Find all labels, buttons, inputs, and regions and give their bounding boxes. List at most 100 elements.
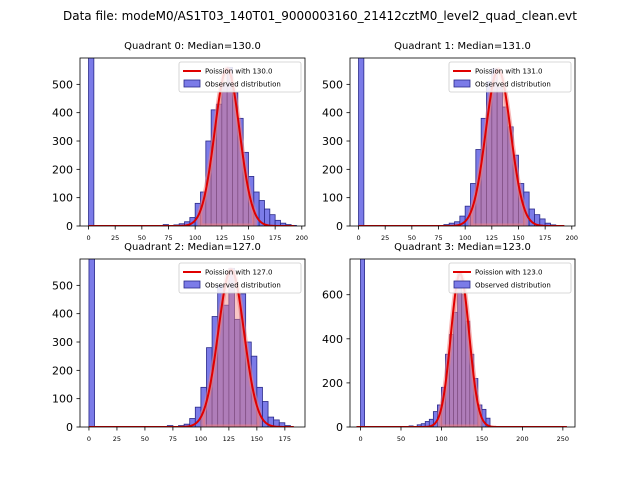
quadrant-0-y-tick-label: 500	[52, 78, 73, 91]
quadrant-3-title: Quadrant 3: Median=123.0	[394, 242, 531, 253]
quadrant-1-poisson-band	[468, 66, 529, 226]
quadrant-1-x-tick-label: 200	[566, 234, 578, 242]
quadrant-3-y-tick-label: 600	[322, 289, 343, 302]
figure-suptitle: Data file: modeM0/AS1T03_140T01_90000031…	[63, 9, 577, 23]
legend-bar-swatch	[453, 79, 471, 88]
quadrant-3-y-tick-label: 200	[322, 377, 343, 390]
quadrant-0-legend: Poission with 130.0 Observed distribution	[178, 61, 302, 93]
quadrant-0-x-tick-label: 100	[189, 234, 201, 242]
quadrant-3-axes-frame	[349, 258, 576, 428]
quadrant-1-x-tick-label: 0	[356, 234, 360, 242]
legend-observed-label: Observed distribution	[205, 81, 281, 89]
quadrant-3-x-tick-label: 0	[358, 435, 362, 443]
quadrant-2-axes-frame	[79, 258, 306, 428]
quadrant-1-x-tick-label: 50	[408, 234, 416, 242]
quadrant-2-x-tick-label: 150	[251, 435, 263, 443]
quadrant-3-legend: Poission with 123.0 Observed distribution	[448, 262, 572, 294]
quadrant-1-x-tick-label: 100	[459, 234, 471, 242]
quadrant-2-x-tick-label: 100	[195, 435, 207, 443]
legend-poisson-label: Poission with 127.0	[205, 269, 273, 277]
legend-observed-label: Observed distribution	[475, 282, 551, 290]
quadrant-0-y-tick-label: 400	[52, 107, 73, 120]
quadrant-2-x-tick-label: 175	[279, 435, 291, 443]
quadrant-1-x-tick-label: 150	[512, 234, 524, 242]
quadrant-0-x-tick-label: 75	[164, 234, 172, 242]
quadrant-2-legend: Poission with 127.0 Observed distribution	[178, 262, 302, 294]
quadrant-2-y-tick-label: 400	[52, 308, 73, 321]
quadrant-2-x-tick-label: 125	[223, 435, 235, 443]
legend-poisson-label: Poission with 123.0	[475, 269, 543, 277]
quadrant-1-y-tick-label: 500	[322, 78, 343, 91]
quadrant-1-title: Quadrant 1: Median=131.0	[394, 41, 531, 52]
quadrant-1-x-tick-label: 25	[381, 234, 389, 242]
quadrant-1-x-tick-label: 175	[539, 234, 551, 242]
quadrant-0-bar	[264, 208, 271, 226]
quadrant-2-x-tick-label: 75	[169, 435, 177, 443]
quadrant-0-bar	[269, 214, 276, 226]
quadrant-2-poisson-line	[88, 268, 294, 427]
quadrant-1-panel: Quadrant 1: Median=131.0 0 25 50 75 100 125 150…	[322, 41, 578, 242]
quadrant-2-x-tick-label: 25	[113, 435, 121, 443]
legend-poisson-label: Poission with 130.0	[205, 68, 273, 76]
legend-box	[448, 262, 572, 294]
quadrant-0-panel: Quadrant 0: Median=130.0 0 25 50 75 100 125 150…	[52, 41, 308, 242]
quadrant-0-y-tick-label: 200	[52, 163, 73, 176]
quadrant-3-plot-area	[356, 259, 567, 427]
quadrant-2-panel: Quadrant 2: Median=127.0 0 25 50 75 100 125 150…	[52, 242, 306, 443]
quadrant-3-y-tick-label: 0	[336, 421, 343, 434]
quadrant-2-plot-area	[88, 259, 294, 427]
quadrant-0-x-tick-label: 150	[242, 234, 254, 242]
quadrant-3-x-tick-label: 250	[557, 435, 569, 443]
quadrant-0-x-tick-label: 50	[138, 234, 146, 242]
quadrant-2-bar	[262, 401, 269, 427]
legend-bar-swatch	[183, 280, 201, 289]
quadrant-1-poisson-line	[358, 68, 565, 226]
quadrant-1-y-tick-label: 300	[322, 135, 343, 148]
quadrant-2-y-tick-label: 500	[52, 279, 73, 292]
quadrant-2-y-tick-label: 0	[66, 421, 73, 434]
quadrant-3-x-tick-label: 50	[397, 435, 405, 443]
quadrant-3-x-tick-label: 100	[435, 435, 447, 443]
quadrant-0-bar	[88, 58, 95, 226]
quadrant-2-x-tick-label: 0	[87, 435, 91, 443]
quadrant-1-bar	[539, 218, 546, 226]
quadrant-0-x-tick-label: 200	[296, 234, 308, 242]
quadrant-3-bar	[360, 259, 365, 427]
quadrant-0-x-tick-label: 175	[269, 234, 281, 242]
legend-bar-swatch	[183, 79, 201, 88]
quadrant-2-bar	[278, 422, 286, 427]
quadrant-2-y-tick-label: 300	[52, 336, 73, 349]
quadrant-3-x-tick-label: 150	[476, 435, 488, 443]
quadrant-1-y-tick-label: 0	[336, 220, 343, 233]
quadrant-0-axes-frame	[79, 57, 306, 227]
quadrant-1-x-tick-label: 125	[486, 234, 498, 242]
quadrant-2-title: Quadrant 2: Median=127.0	[124, 242, 261, 253]
quadrant-3-poisson-band	[437, 270, 483, 427]
legend-bar-swatch	[453, 280, 471, 289]
quadrant-0-y-tick-label: 300	[52, 135, 73, 148]
quadrant-3-y-tick-label: 400	[322, 333, 343, 346]
legend-poisson-label: Poission with 131.0	[475, 68, 543, 76]
quadrant-0-y-tick-label: 0	[66, 220, 73, 233]
quadrant-1-y-tick-label: 400	[322, 107, 343, 120]
quadrant-0-poisson-line	[88, 67, 295, 226]
quadrant-0-x-tick-label: 25	[111, 234, 119, 242]
quadrant-1-axes-frame	[349, 57, 576, 227]
quadrant-3-x-tick-label: 200	[516, 435, 528, 443]
quadrant-2-y-tick-label: 100	[52, 393, 73, 406]
quadrant-0-title: Quadrant 0: Median=130.0	[124, 41, 261, 52]
quadrant-2-y-tick-label: 200	[52, 364, 73, 377]
legend-box	[178, 262, 302, 294]
legend-box	[448, 61, 572, 93]
legend-observed-label: Observed distribution	[205, 282, 281, 290]
quadrant-2-bar	[88, 259, 95, 427]
quadrant-1-legend: Poission with 131.0 Observed distribution	[448, 61, 572, 93]
quadrant-1-bar	[358, 58, 365, 226]
quadrant-0-x-tick-label: 125	[216, 234, 228, 242]
legend-observed-label: Observed distribution	[475, 81, 551, 89]
quadrant-1-y-tick-label: 100	[322, 192, 343, 205]
quadrant-0-y-tick-label: 100	[52, 192, 73, 205]
quadrant-1-y-tick-label: 200	[322, 163, 343, 176]
quadrant-0-x-tick-label: 0	[86, 234, 90, 242]
